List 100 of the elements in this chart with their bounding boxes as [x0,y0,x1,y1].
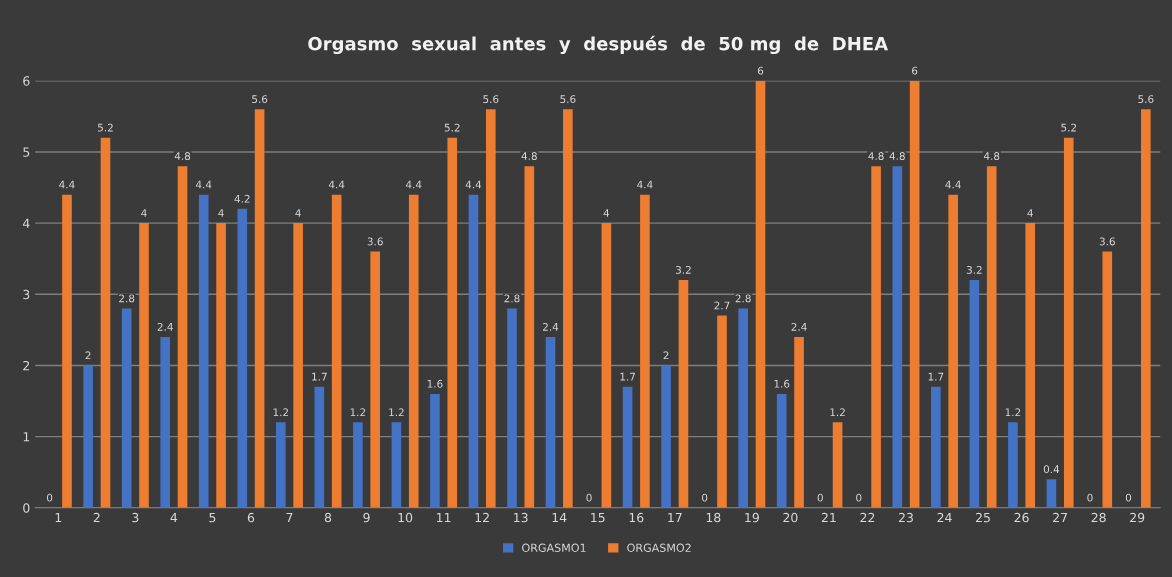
data-label: 2.4 [791,322,807,331]
bar [370,251,381,508]
bar [601,223,612,508]
x-tick-label: 7 [286,513,293,523]
data-label: 4.4 [59,180,75,189]
data-label: 4 [141,209,147,217]
data-label: 4.8 [868,152,884,160]
y-tick-label: 2 [23,360,30,371]
bar [1008,422,1018,508]
x-tick-label: 15 [591,513,605,523]
data-label: 1.6 [427,379,443,388]
bar [293,223,303,508]
bar [931,386,941,508]
data-label: 4 [218,209,224,217]
bar [353,422,363,508]
bar [408,194,419,508]
data-label: 4.8 [889,152,905,160]
bar [563,109,573,508]
bar [622,386,633,508]
data-label: 3.2 [966,265,982,274]
y-tick-label: 6 [23,76,30,86]
data-label: 4.4 [945,180,961,189]
bar [507,308,517,508]
data-label: 4.8 [983,152,1000,160]
bar [177,166,188,508]
x-tick-label: 10 [398,512,413,523]
data-label: 4.8 [521,152,537,160]
x-tick-label: 8 [324,512,332,523]
data-label: 1.2 [1005,408,1021,417]
x-tick-label: 11 [437,513,451,523]
data-label: 1.2 [273,408,289,417]
bar [524,166,535,508]
x-tick-label: 17 [668,513,682,523]
bar [909,80,920,508]
x-tick-label: 6 [247,512,255,523]
bar [738,308,748,508]
bar [216,223,226,508]
data-label: 0 [1087,493,1093,502]
data-label: 6 [912,66,918,75]
data-label: 4.2 [234,194,250,203]
bar [776,393,787,508]
data-label: 1.7 [620,372,635,381]
data-label: 5.6 [1138,95,1154,104]
bar [485,109,496,508]
bar [331,194,342,508]
data-label: 1.6 [774,379,790,388]
data-label: 6 [757,66,764,75]
data-label: 4 [295,209,301,217]
x-tick-label: 26 [1014,512,1029,523]
data-label: 2.4 [543,322,559,331]
bar [275,422,286,508]
bar [545,336,556,508]
x-tick-label: 25 [976,512,990,523]
bar [314,386,325,508]
x-tick-label: 28 [1091,512,1106,523]
data-label: 5.6 [560,95,576,104]
bar [100,137,111,508]
x-tick-label: 2 [93,512,100,523]
bar [1102,251,1113,508]
x-tick-label: 13 [514,512,528,523]
bar [1063,137,1074,508]
x-tick-label: 22 [860,512,875,523]
data-label: 5.2 [98,123,113,132]
x-tick-label: 19 [745,512,759,523]
bar [948,194,958,508]
data-label: 4 [1027,209,1033,217]
bar [254,109,265,508]
bar [678,280,689,508]
x-tick-label: 5 [209,513,216,523]
x-tick-label: 16 [629,512,644,523]
bar [447,137,458,508]
x-tick-label: 12 [475,512,489,523]
data-label: 1.2 [389,408,404,417]
data-label: 2 [85,351,91,360]
x-tick-label: 9 [363,512,370,523]
data-label: 4.4 [637,180,653,189]
y-tick-label: 3 [23,289,30,300]
bar [969,280,980,508]
bar [986,166,997,508]
data-label: 5.6 [252,95,268,104]
x-tick-label: 21 [821,512,836,523]
y-tick-label: 0 [23,503,30,513]
bar [871,166,881,508]
x-tick-label: 23 [898,512,913,523]
bar [62,194,72,508]
data-label: 2.8 [735,294,751,303]
data-label: 1.7 [928,372,944,381]
data-label: 0 [856,493,862,502]
bar [717,315,727,508]
y-tick-label: 5 [23,147,30,157]
bar [1046,479,1057,508]
data-label: 5.6 [483,95,499,104]
bar [430,393,440,508]
data-label: 3.6 [1099,237,1115,246]
data-label: 2.8 [504,294,520,303]
x-tick-label: 24 [937,512,952,523]
data-label: 5.2 [444,123,460,132]
data-label: 0 [817,493,823,502]
bar [121,308,132,508]
bar [892,166,903,508]
